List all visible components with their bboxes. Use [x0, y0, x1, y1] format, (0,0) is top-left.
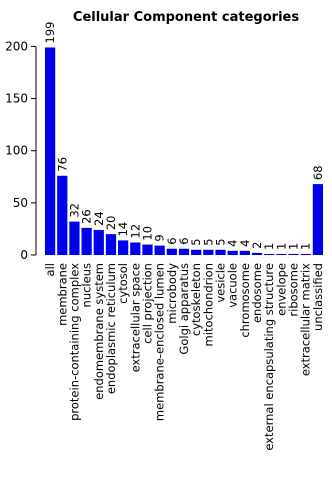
- category-label: external encapsulating structure: [262, 263, 276, 451]
- bar: [227, 250, 238, 255]
- category-label: membrane: [55, 263, 69, 326]
- bar-value-label: 1: [299, 243, 313, 250]
- bar-value-label: 1: [287, 243, 301, 250]
- category-label: cytosol: [116, 263, 130, 304]
- bar: [69, 221, 80, 255]
- category-label: vesicle: [214, 263, 228, 303]
- y-tick-label: 100: [5, 144, 28, 158]
- bar-value-label: 12: [128, 224, 142, 239]
- y-axis: 0 50 100 150 200: [5, 39, 37, 262]
- bar-value-label: 4: [226, 240, 240, 247]
- category-label: cytoskeleton: [189, 263, 203, 336]
- bar-value-label: 2: [250, 242, 264, 249]
- bar: [118, 240, 129, 255]
- bar: [166, 248, 177, 255]
- category-label: membrane-enclosed lumen: [153, 263, 167, 421]
- category-label: extracellular matrix: [299, 263, 313, 376]
- bar-value-label: 6: [165, 237, 179, 244]
- bar-value-label: 199: [43, 22, 57, 44]
- bar-value-label: 68: [311, 165, 325, 180]
- bar-value-label: 5: [189, 238, 203, 245]
- bar: [191, 249, 202, 255]
- bar-value-label: 4: [238, 240, 252, 247]
- y-tick-label: 50: [13, 196, 28, 210]
- bar: [81, 227, 92, 255]
- bar: [93, 229, 104, 255]
- bar: [312, 184, 324, 255]
- category-label: cell projection: [140, 263, 154, 344]
- category-label: extracellular space: [128, 263, 142, 372]
- bar-value-label: 14: [116, 222, 130, 237]
- bar: [300, 253, 311, 255]
- bar: [154, 245, 165, 255]
- bar: [251, 252, 263, 255]
- y-tick-label: 200: [5, 39, 28, 53]
- bar: [288, 253, 299, 255]
- bar: [57, 175, 68, 255]
- bar-value-label: 20: [104, 216, 118, 231]
- bar-value-label: 26: [80, 209, 94, 224]
- bar: [105, 234, 117, 255]
- bar-value-label: 10: [140, 226, 154, 241]
- category-label: protein-containing complex: [67, 263, 81, 421]
- category-label: endomembrane system: [92, 263, 106, 400]
- y-tick-label: 150: [5, 92, 28, 106]
- category-label: endosome: [250, 263, 264, 323]
- bar-value-label: 6: [177, 237, 191, 244]
- bar-value-label: 5: [214, 238, 228, 245]
- bar: [264, 253, 275, 255]
- bar: [203, 249, 214, 255]
- bar: [44, 47, 56, 255]
- category-label: endoplasmic reticulum: [104, 263, 118, 394]
- bar-value-label: 24: [92, 211, 106, 226]
- category-label: chromosome: [238, 263, 252, 338]
- bars: [44, 47, 324, 255]
- category-label: unclassified: [311, 263, 325, 331]
- category-label: envelope: [274, 263, 288, 316]
- bar-value-label: 5: [201, 238, 215, 245]
- bar-value-label: 1: [274, 243, 288, 250]
- y-tick-label: 0: [20, 248, 28, 262]
- category-label: nucleus: [80, 263, 94, 307]
- bar: [215, 249, 226, 255]
- category-label: vacuole: [226, 263, 240, 308]
- bar-value-label: 9: [153, 234, 167, 241]
- bar: [130, 242, 141, 255]
- category-label: all: [43, 263, 57, 276]
- bar: [276, 253, 287, 255]
- chart-title: Cellular Component categories: [73, 10, 299, 25]
- category-label: Golgi apparatus: [177, 263, 191, 355]
- bar-value-label: 1: [262, 243, 276, 250]
- bar-value-label: 32: [67, 203, 81, 218]
- bar: [239, 250, 250, 255]
- category-label: ribosome: [287, 263, 301, 317]
- category-label: microbody: [165, 263, 179, 324]
- bar-value-label: 76: [55, 157, 69, 172]
- category-label: mitochondrion: [201, 263, 215, 346]
- bar: [142, 244, 153, 255]
- bar: [178, 248, 190, 255]
